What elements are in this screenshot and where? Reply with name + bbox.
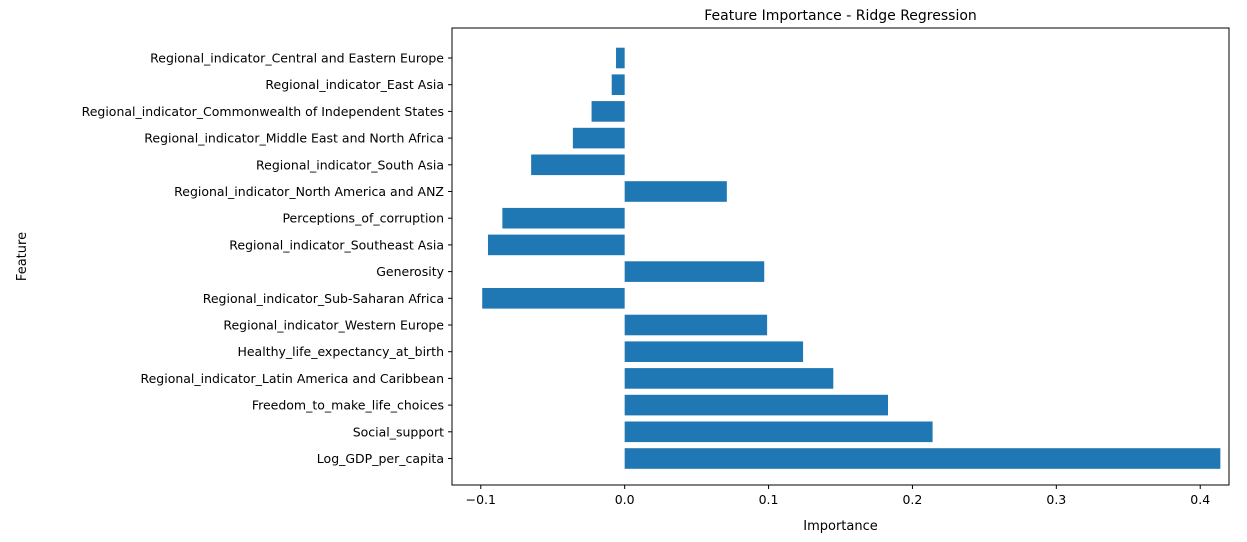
bar — [591, 101, 625, 122]
y-tick-label: Generosity — [376, 264, 444, 279]
y-tick-label: Regional_indicator_South Asia — [256, 157, 444, 172]
bar — [624, 314, 768, 336]
y-tick-label: Freedom_to_make_life_choices — [252, 398, 444, 413]
y-tick-label: Regional_indicator_Commonwealth of Indep… — [82, 104, 444, 119]
y-tick-label: Regional_indicator_Western Europe — [223, 318, 444, 333]
y-tick-label: Regional_indicator_Southeast Asia — [229, 237, 444, 252]
chart-title: Feature Importance - Ridge Regression — [704, 8, 977, 24]
x-tick-label: 0.4 — [1190, 492, 1210, 507]
x-tick-label: 0.2 — [902, 492, 922, 507]
bar — [624, 261, 765, 282]
bar — [624, 394, 888, 416]
bar — [624, 341, 804, 362]
y-tick-label: Regional_indicator_East Asia — [265, 77, 444, 92]
y-tick-label: Regional_indicator_North America and ANZ — [174, 184, 444, 199]
bar — [611, 74, 625, 95]
x-tick-label: 0.1 — [759, 492, 779, 507]
bar — [502, 207, 625, 229]
x-axis-ticks: −0.1 0.0 0.1 0.2 0.3 0.4 — [466, 485, 1210, 507]
x-tick-label: −0.1 — [466, 492, 496, 507]
y-tick-label: Log_GDP_per_capita — [317, 451, 444, 466]
y-tick-label: Regional_indicator_Latin America and Car… — [140, 371, 444, 386]
y-axis-label: Feature — [15, 232, 30, 281]
y-tick-label: Regional_indicator_Sub-Saharan Africa — [203, 291, 444, 306]
bar — [624, 181, 727, 202]
bar — [616, 47, 625, 69]
bar — [487, 234, 625, 256]
y-tick-label: Regional_indicator_Middle East and North… — [144, 131, 444, 146]
bar — [624, 421, 933, 443]
bar-series — [482, 47, 1221, 469]
bar — [482, 288, 625, 309]
bar — [624, 448, 1221, 469]
x-axis-label: Importance — [803, 519, 878, 534]
bar — [531, 154, 625, 176]
y-tick-label: Healthy_life_expectancy_at_birth — [237, 344, 444, 359]
bar — [624, 368, 834, 389]
x-tick-label: 0.3 — [1046, 492, 1066, 507]
plot-frame — [451, 27, 1230, 486]
y-tick-label: Social_support — [353, 424, 444, 439]
y-tick-label: Perceptions_of_corruption — [282, 211, 444, 226]
y-tick-label: Regional_indicator_Central and Eastern E… — [150, 51, 444, 66]
y-axis-ticks: Regional_indicator_Central and Eastern E… — [82, 51, 452, 466]
bar — [572, 127, 625, 149]
x-tick-label: 0.0 — [615, 492, 635, 507]
